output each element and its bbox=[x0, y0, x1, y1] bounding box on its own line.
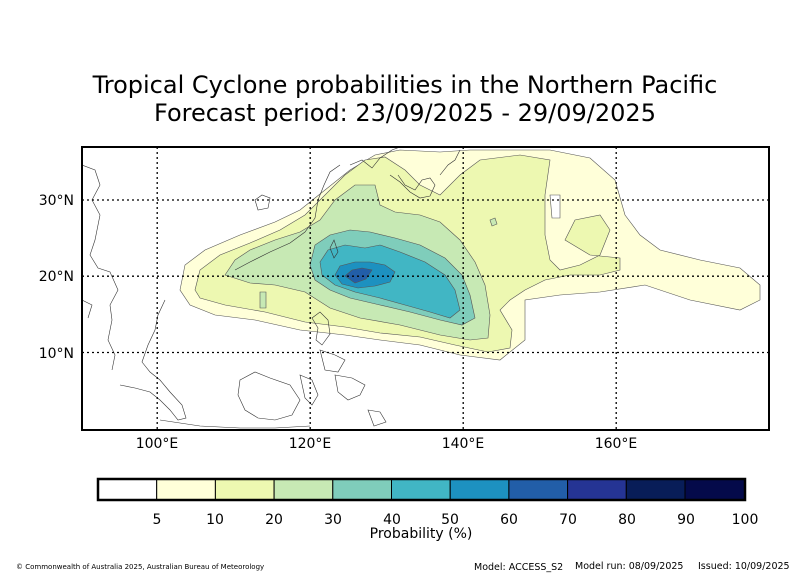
colorbar-tick-40: 40 bbox=[383, 512, 401, 528]
lat-tick-10: 10°N bbox=[39, 346, 74, 362]
model-run-date: Model run: 08/09/2025 bbox=[575, 561, 684, 572]
colorbar-bin-0-5 bbox=[97, 478, 158, 501]
colorbar bbox=[96, 477, 747, 502]
colorbar-tick-5: 5 bbox=[153, 512, 162, 528]
colorbar-bin-30-40 bbox=[332, 478, 392, 501]
lat-tick-labels: 30°N 20°N 10°N bbox=[39, 193, 74, 362]
model-name: Model: ACCESS_S2 bbox=[474, 562, 564, 573]
colorbar-tick-labels: 5 10 20 30 40 50 60 70 80 90 100 bbox=[153, 512, 759, 528]
colorbar-tick-20: 20 bbox=[265, 512, 283, 528]
colorbar-tick-80: 80 bbox=[618, 512, 636, 528]
chart-subtitle: Forecast period: 23/09/2025 - 29/09/2025 bbox=[154, 99, 656, 127]
colorbar-bin-50-60 bbox=[449, 478, 510, 501]
contour-60pct bbox=[344, 267, 373, 284]
colorbar-bin-90-100 bbox=[684, 478, 746, 501]
colorbar-tick-60: 60 bbox=[500, 512, 518, 528]
colorbar-bin-80-90 bbox=[625, 478, 686, 501]
colorbar-label: Probability (%) bbox=[370, 526, 473, 542]
colorbar-bin-70-80 bbox=[567, 478, 627, 501]
colorbar-frame bbox=[96, 477, 747, 502]
lon-tick-labels: 100°E 120°E 140°E 160°E bbox=[136, 436, 638, 452]
small-cell-2 bbox=[489, 217, 498, 227]
lon-tick-120: 120°E bbox=[289, 436, 332, 452]
gridlines bbox=[82, 147, 769, 430]
colorbar-tick-10: 10 bbox=[206, 512, 224, 528]
colorbar-tick-30: 30 bbox=[324, 512, 342, 528]
colorbar-tick-100: 100 bbox=[732, 512, 759, 528]
colorbar-bin-5-10 bbox=[156, 478, 216, 501]
small-cell-1 bbox=[259, 291, 267, 309]
colorbar-bin-10-20 bbox=[214, 478, 275, 501]
colorbar-bin-20-30 bbox=[273, 478, 334, 501]
colorbar-tick-50: 50 bbox=[441, 512, 459, 528]
colorbar-bin-40-50 bbox=[391, 478, 451, 501]
chart-title: Tropical Cyclone probabilities in the No… bbox=[92, 71, 718, 99]
map-frame bbox=[81, 146, 770, 431]
lon-tick-100: 100°E bbox=[136, 436, 179, 452]
colorbar-bin-60-70 bbox=[508, 478, 569, 501]
coastlines bbox=[82, 147, 461, 429]
colorbar-tick-90: 90 bbox=[677, 512, 695, 528]
issued-date: Issued: 10/09/2025 bbox=[698, 561, 790, 572]
lat-tick-20: 20°N bbox=[39, 269, 74, 285]
small-cell-3 bbox=[549, 194, 561, 219]
lat-tick-30: 30°N bbox=[39, 193, 74, 209]
copyright-notice: © Commonwealth of Australia 2025, Austra… bbox=[16, 563, 265, 571]
lon-tick-160: 160°E bbox=[595, 436, 638, 452]
colorbar-tick-70: 70 bbox=[559, 512, 577, 528]
probability-contours bbox=[179, 149, 761, 361]
map-area bbox=[82, 147, 769, 430]
lon-tick-140: 140°E bbox=[442, 436, 485, 452]
